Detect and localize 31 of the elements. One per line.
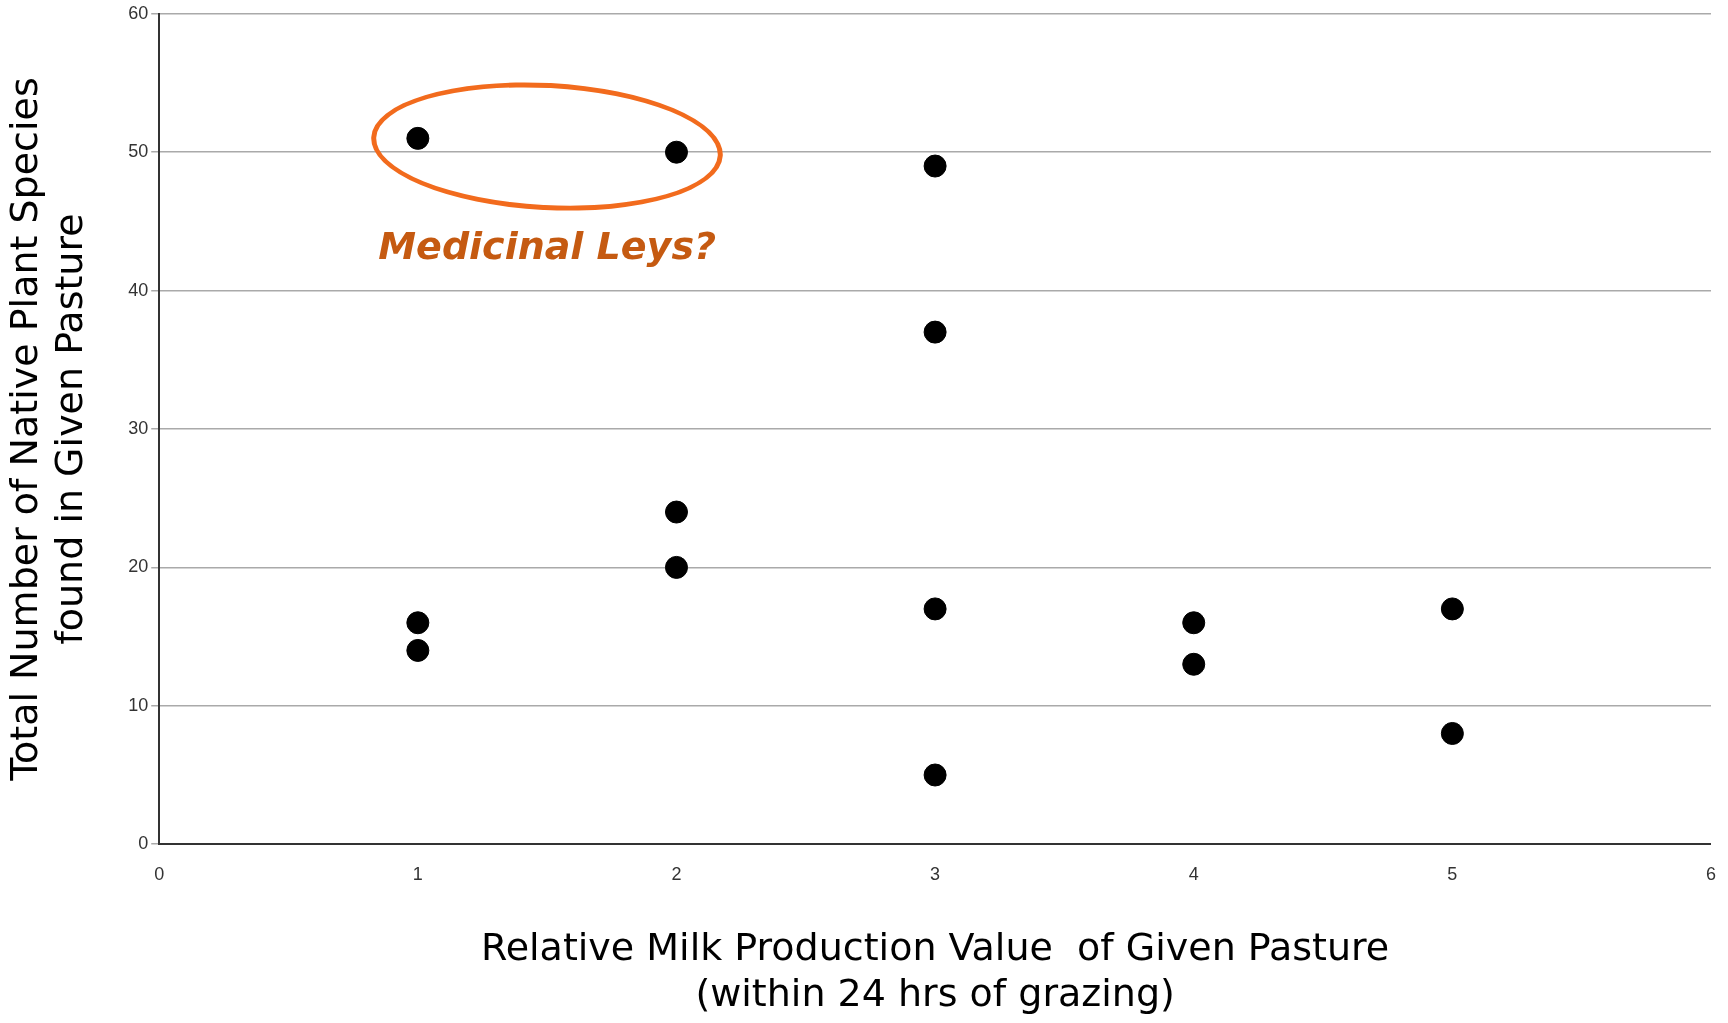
x-tick-label: 1	[412, 863, 423, 884]
y-tick-label: 10	[128, 694, 149, 715]
point	[1182, 652, 1206, 676]
x-tick-label: 5	[1447, 863, 1458, 884]
point	[406, 126, 430, 150]
point	[1182, 611, 1206, 635]
y-tick-label: 20	[128, 556, 149, 577]
point	[664, 555, 688, 579]
point	[664, 500, 688, 524]
x-axis-title: Relative Milk Production Value of Given Pasture (within 24 hrs of grazing)	[480, 925, 1390, 1016]
y-tick-label: 0	[138, 833, 149, 854]
point	[1440, 721, 1464, 745]
point	[406, 638, 430, 662]
x-tick-label: 6	[1705, 863, 1716, 884]
x-tick-label: 4	[1188, 863, 1199, 884]
y-tick-label: 30	[128, 417, 149, 438]
point	[923, 320, 947, 344]
point	[923, 597, 947, 621]
point	[923, 763, 947, 787]
x-tick-label: 3	[930, 863, 941, 884]
y-tick-label: 50	[128, 141, 149, 162]
annotation: Medicinal Leys?	[378, 223, 717, 268]
y-tick-label: 60	[128, 2, 149, 23]
y-tick-label: 40	[128, 279, 149, 300]
x-tick-label: 0	[154, 863, 165, 884]
point	[406, 611, 430, 635]
y-axis-title: Total Number of Native Plant Species found in Given Pasture	[1, 77, 92, 782]
point	[1440, 597, 1464, 621]
point	[664, 140, 688, 164]
point	[923, 154, 947, 178]
x-tick-label: 2	[671, 863, 682, 884]
